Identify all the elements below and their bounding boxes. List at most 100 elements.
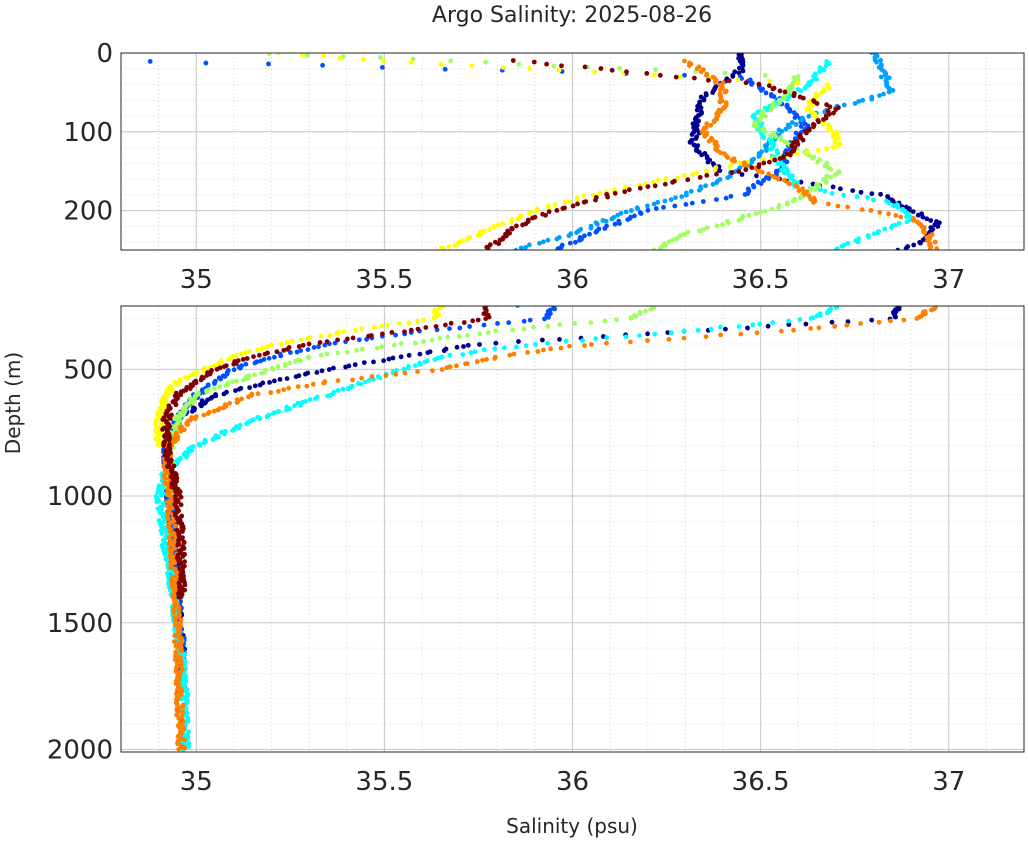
data-point [766,83,772,89]
data-point [934,246,940,250]
data-point [197,443,203,448]
data-point [749,165,755,171]
data-point [483,59,488,65]
series-2 [147,59,811,250]
data-point [779,137,784,143]
data-point [904,214,909,220]
data-point [682,231,687,237]
data-point [516,339,521,344]
data-point [648,307,653,312]
data-point [871,231,877,237]
data-point [325,393,331,399]
data-point [768,132,773,138]
data-point [681,328,687,334]
data-point [212,381,217,386]
data-point [937,220,942,226]
data-point [211,408,217,414]
data-point [699,152,705,158]
lower-panel: 35 35.5 36 36.5 37 500 1000 1500 2000 [47,305,1025,797]
data-point [757,321,763,327]
data-point [286,385,292,391]
data-point [772,157,778,163]
data-point [350,377,355,383]
data-point [298,348,304,353]
data-point [791,327,796,333]
data-point [710,90,716,95]
data-point [617,65,622,71]
data-point [878,57,883,63]
data-point [446,244,452,249]
data-point [694,123,700,128]
data-point [766,176,772,182]
data-point [384,322,390,328]
data-point [782,177,787,183]
data-point [316,344,321,350]
data-point [554,208,560,213]
data-point [321,53,326,59]
data-point [821,117,826,122]
data-point [604,335,610,341]
data-point [645,331,650,337]
data-point [481,322,487,328]
data-point [353,328,359,333]
data-point [183,454,189,460]
data-point [881,91,886,97]
data-point [612,190,618,196]
data-point [645,203,650,209]
data-point [439,354,445,360]
data-point [198,377,204,383]
data-point [657,72,663,78]
series-8 [484,58,841,250]
data-point [289,338,295,344]
data-point [777,156,783,162]
data-point [675,175,680,181]
data-point [389,330,395,335]
data-point [175,542,181,548]
data-point [366,333,371,339]
data-point [704,173,710,178]
data-point [527,317,533,323]
data-point [669,330,674,336]
data-point [692,75,697,81]
data-point [157,443,163,449]
data-point [841,192,846,198]
data-point [492,346,498,352]
data-point [682,72,687,78]
data-point [469,63,475,68]
data-point [530,215,535,221]
data-point [588,320,594,325]
data-point [822,188,828,194]
data-point [247,349,253,354]
data-point [406,352,412,358]
data-point [875,230,881,236]
data-point [736,169,742,174]
data-point [215,407,221,413]
data-point [833,107,839,112]
data-point [390,355,396,361]
data-point [878,191,883,197]
data-point [609,67,615,73]
data-point [737,160,743,166]
data-point [795,74,801,80]
data-point [795,80,801,86]
data-point [255,347,260,353]
data-point [481,228,487,234]
data-point [356,337,362,343]
data-point [354,348,359,353]
data-point [761,157,767,163]
data-point [154,499,160,505]
data-point [714,197,719,202]
data-point [832,172,838,178]
data-point [551,63,557,69]
data-point [819,90,824,95]
data-point [804,107,810,113]
data-point [665,330,671,335]
data-point [635,206,641,212]
data-point [924,216,930,222]
data-point [682,58,687,64]
data-point [164,457,170,462]
data-point [521,326,527,332]
data-point [163,481,169,487]
data-point [238,351,244,357]
data-point [496,241,502,247]
